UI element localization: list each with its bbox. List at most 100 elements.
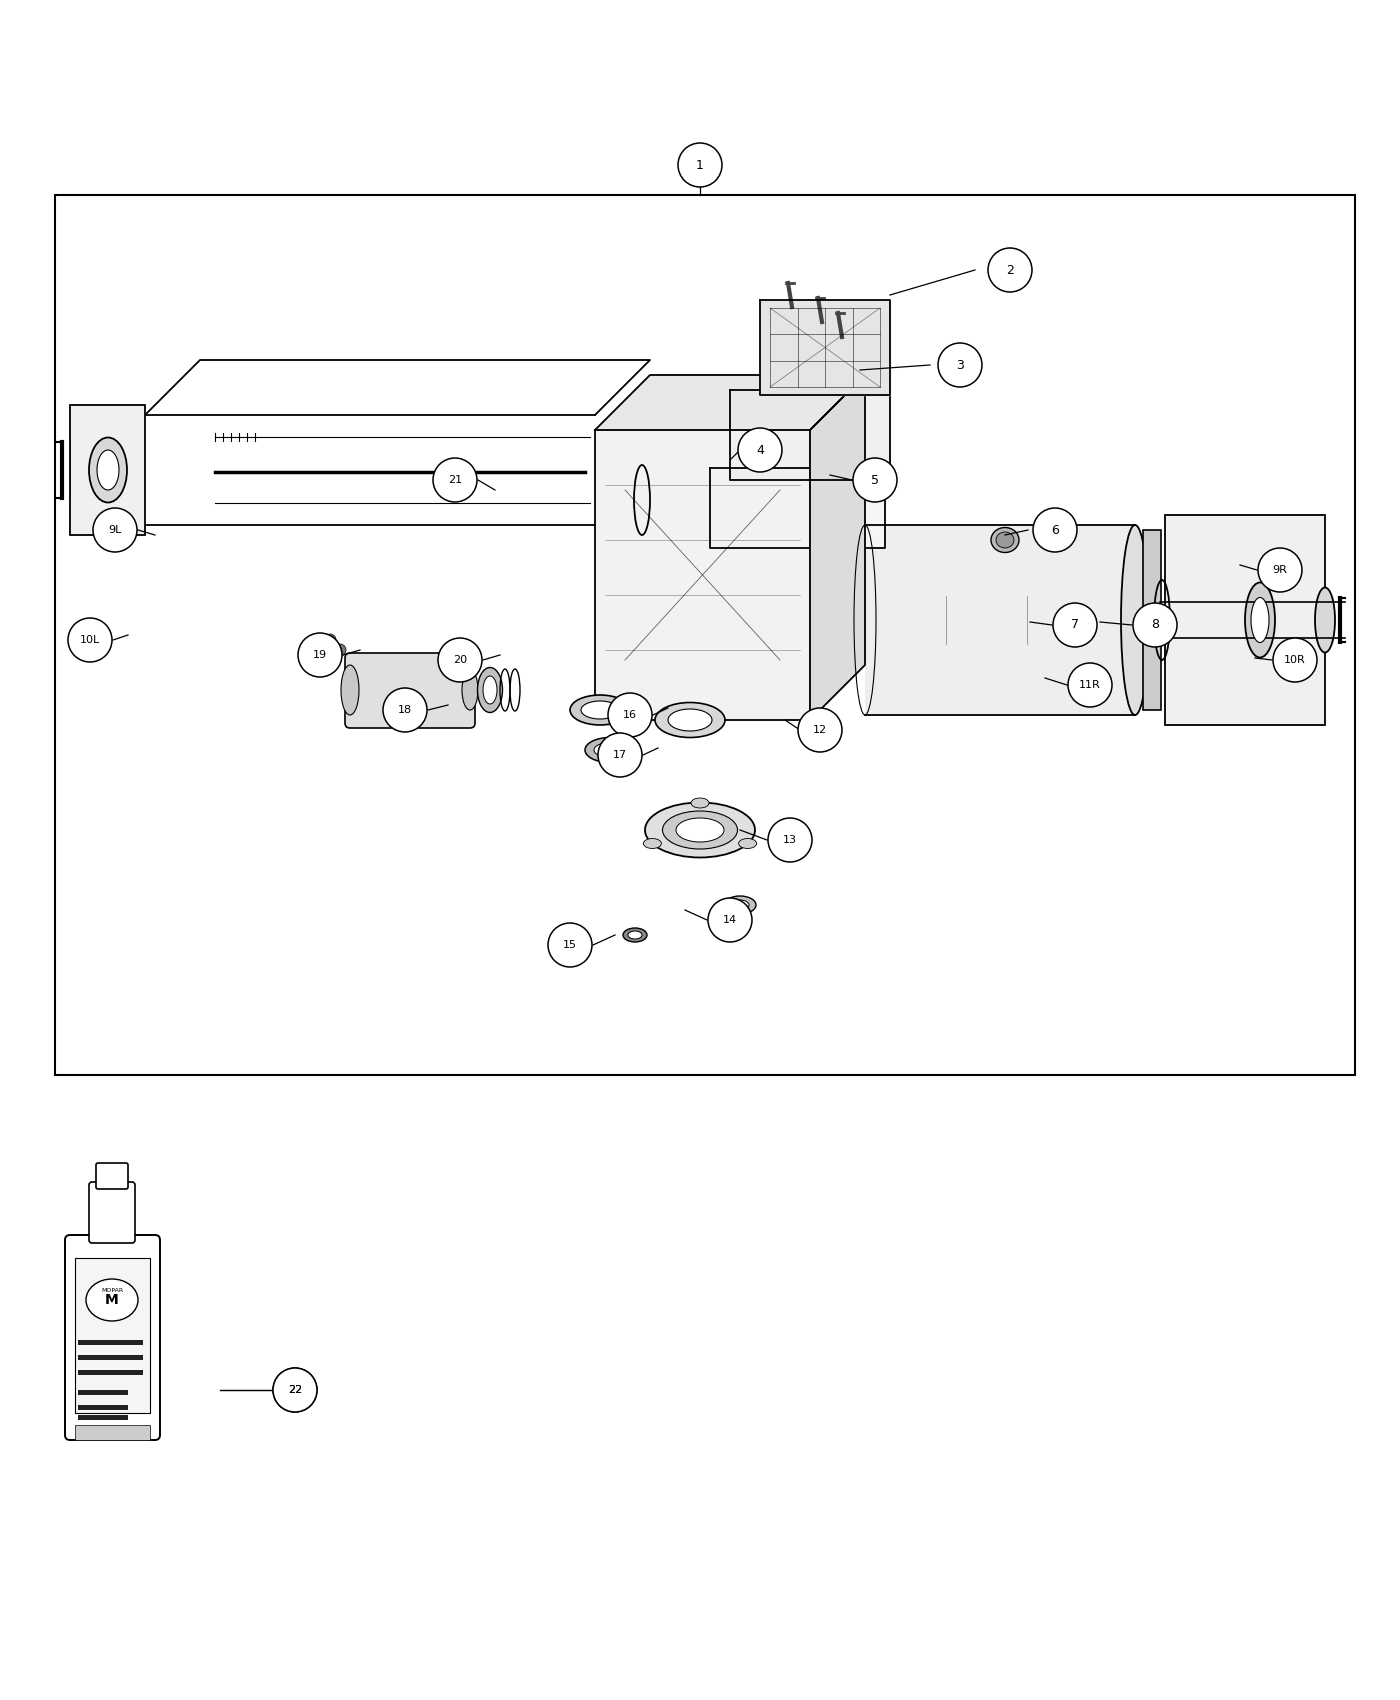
Text: 17: 17: [613, 750, 627, 760]
Circle shape: [547, 923, 592, 967]
Text: 3: 3: [956, 359, 965, 372]
Text: 9R: 9R: [1273, 564, 1288, 575]
Circle shape: [798, 707, 841, 751]
Ellipse shape: [585, 738, 636, 763]
Ellipse shape: [644, 838, 661, 848]
Circle shape: [433, 457, 477, 501]
Circle shape: [938, 343, 981, 388]
Circle shape: [335, 644, 346, 656]
Polygon shape: [729, 389, 890, 479]
Circle shape: [738, 428, 783, 473]
Ellipse shape: [739, 838, 756, 848]
Circle shape: [304, 654, 316, 666]
Ellipse shape: [1245, 583, 1275, 658]
Bar: [78, 1370, 143, 1375]
Ellipse shape: [731, 899, 749, 910]
FancyBboxPatch shape: [90, 1182, 134, 1243]
Bar: [76, 1258, 150, 1413]
Ellipse shape: [1252, 597, 1268, 643]
Circle shape: [69, 619, 112, 661]
Text: 11R: 11R: [1079, 680, 1100, 690]
Text: 19: 19: [314, 649, 328, 660]
Bar: [78, 1355, 143, 1360]
Ellipse shape: [90, 437, 127, 503]
Text: MOPAR: MOPAR: [101, 1287, 123, 1292]
Polygon shape: [595, 430, 811, 721]
Circle shape: [598, 733, 643, 777]
Text: 21: 21: [448, 474, 462, 484]
Circle shape: [1053, 604, 1098, 648]
Text: 10L: 10L: [80, 636, 101, 644]
Ellipse shape: [629, 932, 643, 938]
Text: 2: 2: [1007, 264, 1014, 277]
Ellipse shape: [85, 1278, 139, 1321]
Text: 14: 14: [722, 915, 736, 925]
Ellipse shape: [477, 668, 503, 712]
Ellipse shape: [668, 709, 713, 731]
Circle shape: [1068, 663, 1112, 707]
Text: 13: 13: [783, 835, 797, 845]
FancyBboxPatch shape: [344, 653, 475, 728]
Text: 15: 15: [563, 940, 577, 950]
Ellipse shape: [645, 802, 755, 857]
Polygon shape: [760, 299, 890, 394]
Ellipse shape: [1315, 588, 1336, 653]
Ellipse shape: [692, 797, 708, 808]
Text: M: M: [105, 1294, 119, 1307]
Text: 9L: 9L: [108, 525, 122, 536]
Ellipse shape: [662, 811, 738, 848]
Ellipse shape: [342, 665, 358, 716]
Bar: [1142, 530, 1161, 711]
Ellipse shape: [594, 743, 626, 758]
Circle shape: [1133, 604, 1177, 648]
Bar: [78, 1404, 127, 1409]
Circle shape: [988, 248, 1032, 292]
Circle shape: [708, 898, 752, 942]
Text: 5: 5: [871, 474, 879, 486]
Circle shape: [273, 1368, 316, 1413]
Bar: [865, 525, 1135, 716]
Ellipse shape: [581, 700, 619, 719]
Text: 7: 7: [1071, 619, 1079, 631]
Ellipse shape: [991, 527, 1019, 552]
Circle shape: [273, 1368, 316, 1413]
Text: 10R: 10R: [1284, 654, 1306, 665]
FancyBboxPatch shape: [97, 1163, 127, 1188]
Circle shape: [608, 694, 652, 738]
Circle shape: [92, 508, 137, 552]
Circle shape: [323, 634, 336, 646]
Text: 22: 22: [288, 1386, 302, 1396]
Bar: [78, 1340, 143, 1345]
Text: 8: 8: [1151, 619, 1159, 631]
Ellipse shape: [676, 818, 724, 842]
Circle shape: [1273, 638, 1317, 682]
Polygon shape: [710, 468, 885, 547]
Bar: [78, 1414, 127, 1419]
Text: 18: 18: [398, 706, 412, 716]
Text: 16: 16: [623, 711, 637, 721]
Circle shape: [769, 818, 812, 862]
Ellipse shape: [570, 695, 630, 724]
Circle shape: [678, 143, 722, 187]
Bar: [76, 1425, 150, 1440]
Bar: [55, 196, 1355, 1074]
Ellipse shape: [462, 670, 477, 711]
Circle shape: [1033, 508, 1077, 552]
Circle shape: [384, 688, 427, 733]
Ellipse shape: [1121, 525, 1149, 716]
Circle shape: [438, 638, 482, 682]
Bar: [70, 405, 146, 536]
Text: 1: 1: [696, 158, 704, 172]
Ellipse shape: [724, 896, 756, 915]
Text: 4: 4: [756, 444, 764, 457]
Text: 20: 20: [454, 654, 468, 665]
Bar: [78, 1391, 127, 1396]
Ellipse shape: [483, 677, 497, 704]
Text: 22: 22: [288, 1386, 302, 1396]
Text: 6: 6: [1051, 524, 1058, 537]
Ellipse shape: [623, 928, 647, 942]
Polygon shape: [811, 376, 865, 721]
Ellipse shape: [995, 532, 1014, 547]
Bar: [1165, 515, 1324, 724]
Ellipse shape: [97, 450, 119, 490]
